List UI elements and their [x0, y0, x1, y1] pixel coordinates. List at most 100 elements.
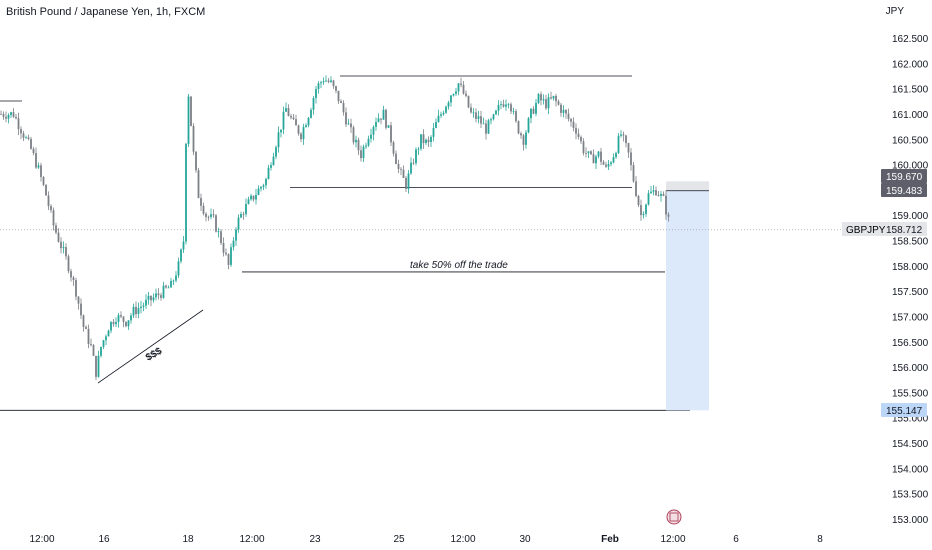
candle-body [530, 108, 532, 119]
candle-body [405, 177, 407, 189]
candle-body [317, 83, 320, 90]
candle-body [95, 355, 97, 377]
candle-body [250, 195, 252, 200]
candle-body [540, 94, 542, 101]
candle-body [535, 102, 537, 114]
candle-body [0, 113, 2, 115]
candle-body [465, 93, 467, 96]
candle-body [287, 108, 290, 117]
candle-body [202, 205, 205, 214]
candle-body [132, 306, 135, 316]
candle-body [267, 167, 270, 179]
candle-body [380, 118, 382, 120]
candle-body [32, 148, 35, 154]
candle-body [525, 132, 527, 145]
candle-body [190, 96, 192, 126]
candle-body [10, 112, 12, 115]
candle-body [245, 203, 247, 215]
candle-body [305, 125, 307, 128]
candle-body [300, 133, 302, 140]
candle-body [505, 104, 507, 107]
candle-body [25, 137, 27, 139]
candle-body [567, 113, 570, 119]
y-tick-label: 161.000 [892, 110, 929, 121]
candle-body [402, 169, 405, 178]
candle-body [472, 112, 475, 114]
x-tick-label: 8 [817, 534, 823, 545]
candle-body [127, 320, 130, 327]
candle-body [387, 125, 390, 128]
candle-body [12, 112, 15, 117]
x-tick-label: 12:00 [450, 534, 475, 545]
candle-body [20, 129, 22, 134]
candle-body [355, 139, 357, 143]
candle-body [582, 141, 585, 154]
y-tick-label: 153.000 [892, 515, 929, 526]
candle-body [532, 108, 535, 114]
candle-body [605, 164, 607, 167]
candle-body [77, 296, 80, 304]
candle-body [227, 254, 230, 265]
candle-body [175, 275, 177, 281]
candle-body [587, 151, 590, 154]
liquidity-trendline [97, 309, 204, 384]
candle-body [237, 217, 240, 230]
candle-body [265, 178, 267, 186]
candle-body [87, 328, 90, 344]
candle-body [407, 173, 410, 189]
candle-body [417, 148, 420, 150]
last-price-tag-text: 158.712 [886, 225, 923, 236]
x-tick-label: Feb [601, 534, 619, 545]
candle-body [212, 214, 215, 216]
candle-body [152, 297, 155, 301]
candle-body [585, 153, 587, 154]
candle-body [137, 308, 140, 314]
candle-body [162, 285, 165, 298]
candle-body [400, 168, 402, 170]
take-profit-zone [666, 190, 709, 411]
candle-body [495, 110, 497, 115]
candle-body [52, 210, 55, 226]
candle-body [67, 256, 70, 272]
candle-body [140, 306, 142, 309]
candle-body [620, 134, 622, 136]
candle-body [607, 164, 610, 167]
candle-body [255, 194, 257, 200]
candle-body [60, 241, 62, 249]
candle-body [442, 112, 445, 115]
candle-body [555, 95, 557, 102]
candle-body [382, 109, 385, 120]
candle-body [430, 136, 432, 143]
candle-body [270, 165, 272, 168]
candle-body [2, 114, 5, 117]
candle-body [260, 186, 262, 189]
target-price-tag-text: 155.147 [886, 406, 923, 417]
candle-body [325, 80, 327, 82]
candle-body [40, 165, 42, 177]
candle-body [365, 145, 367, 147]
candle-body [155, 293, 157, 298]
candle-body [480, 116, 482, 124]
candle-body [57, 232, 60, 242]
candle-body [602, 161, 605, 165]
candle-body [62, 247, 65, 249]
candle-body [622, 134, 625, 136]
candle-body [617, 135, 620, 153]
candle-body [572, 121, 575, 129]
candle-body [22, 133, 25, 138]
candle-body [117, 315, 120, 322]
candle-body [310, 109, 312, 118]
candle-body [487, 120, 490, 134]
candle-body [205, 213, 207, 217]
candle-body [412, 162, 415, 164]
candle-body [50, 206, 52, 211]
candle-body [235, 229, 237, 241]
y-tick-label: 156.500 [892, 338, 929, 349]
economic-event-icon[interactable] [666, 509, 682, 525]
candle-body [647, 193, 650, 205]
candle-body [112, 321, 115, 325]
candle-body [652, 190, 655, 192]
candle-body [415, 149, 417, 164]
